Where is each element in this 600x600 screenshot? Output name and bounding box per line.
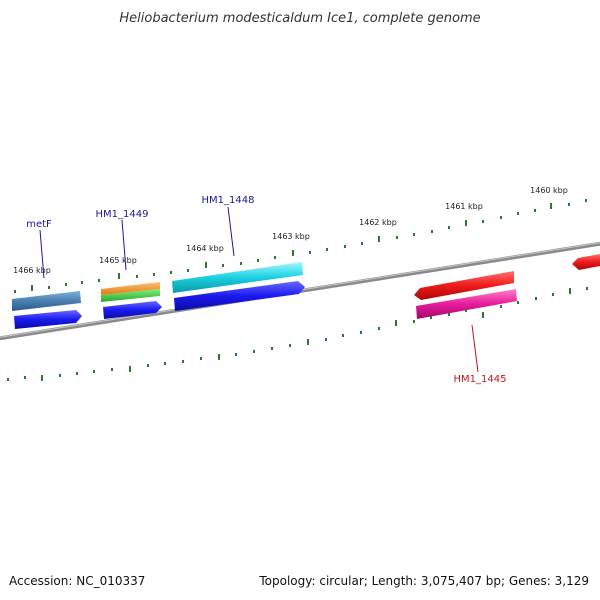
tick-label-1462: 1462 kbp bbox=[359, 218, 397, 227]
gene-label-HM1_1445: HM1_1445 bbox=[454, 374, 507, 385]
gene-blue-2 bbox=[103, 301, 162, 319]
tick-label-1464: 1464 kbp bbox=[186, 244, 224, 253]
tick-label-1466: 1466 kbp bbox=[13, 266, 51, 275]
tick-label-1461: 1461 kbp bbox=[445, 202, 483, 211]
gene-label-HM1_1449: HM1_1449 bbox=[96, 209, 149, 220]
gene-blue-1 bbox=[14, 310, 82, 329]
gene-red-edge bbox=[572, 254, 600, 270]
gene-HM1_1448 bbox=[172, 262, 303, 293]
forward-strand-genes bbox=[12, 262, 303, 311]
gene-label-HM1_1448: HM1_1448 bbox=[202, 195, 255, 206]
gene-metF bbox=[12, 291, 81, 311]
map-title: Heliobacterium modesticaldum Ice1, compl… bbox=[119, 11, 480, 26]
tick-label-1460: 1460 kbp bbox=[530, 186, 568, 195]
right-genes bbox=[414, 254, 600, 319]
gene-blue-3 bbox=[174, 281, 305, 311]
label-connectors bbox=[39, 206, 479, 373]
tick-label-1463: 1463 kbp bbox=[272, 232, 310, 241]
gene-HM1_1449-a bbox=[101, 282, 160, 295]
gene-HM1_1449-b bbox=[101, 289, 160, 302]
reverse-strand-blue-genes bbox=[14, 281, 305, 329]
gene-HM1_1445 bbox=[416, 289, 517, 319]
inner-tick-row bbox=[7, 287, 588, 381]
topology-text: Topology: circular; Length: 3,075,407 bp… bbox=[259, 574, 589, 588]
accession-text: Accession: NC_010337 bbox=[9, 574, 146, 588]
outer-tick-row bbox=[14, 199, 587, 293]
tick-label-1465: 1465 kbp bbox=[99, 256, 137, 265]
gene-HM1_1446 bbox=[414, 271, 514, 300]
gene-label-metF: metF bbox=[26, 219, 52, 230]
